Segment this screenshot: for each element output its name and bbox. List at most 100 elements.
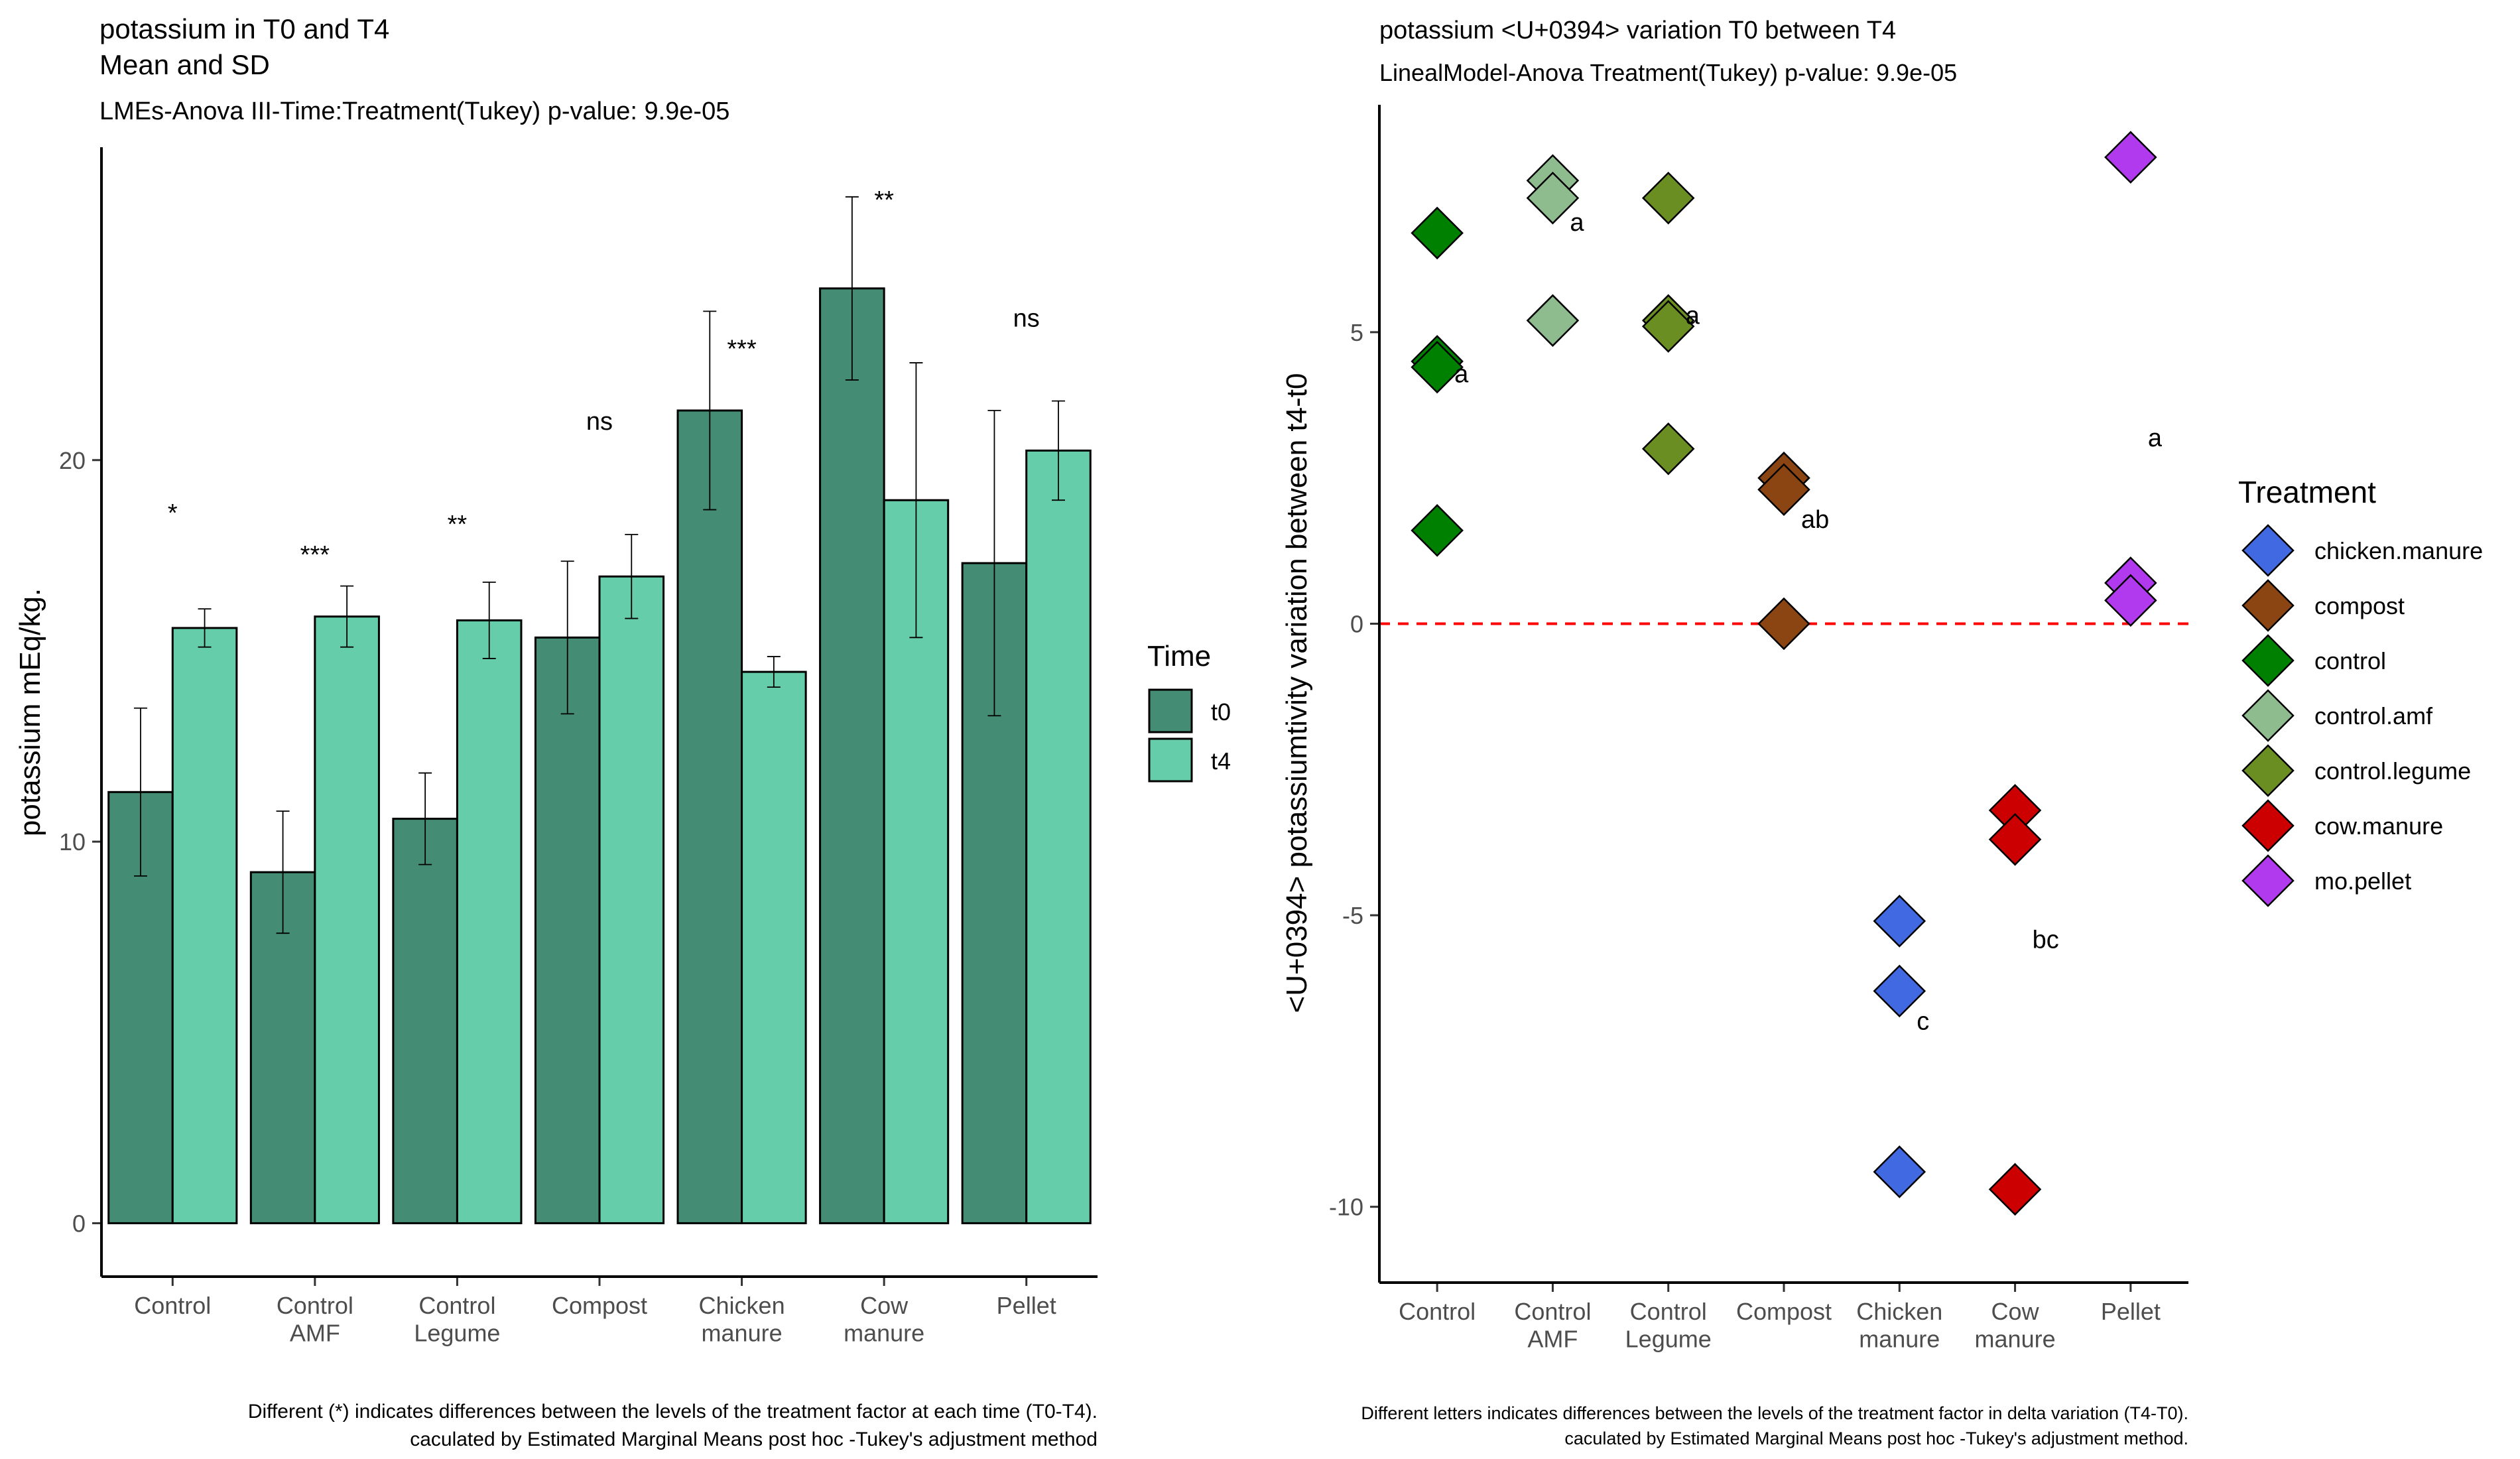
- bar-t0: [676, 409, 743, 1224]
- point-control: [1411, 504, 1464, 557]
- delta-y-tick-label: -5: [1342, 902, 1363, 929]
- delta-legend: Treatment chicken.manure compost control co…: [2238, 475, 2483, 907]
- delta-plot-area: -10 -5 0 5 Control Control AMF Control Legume Com…: [1329, 131, 2188, 1352]
- bar-y-tick-label: 10: [59, 828, 86, 856]
- bar-t0: [534, 636, 601, 1224]
- bar-caption-line1: Different (*) indicates differences betw…: [248, 1401, 1098, 1423]
- bar-t4: [171, 627, 238, 1224]
- point-cow.manure: [1988, 813, 2042, 866]
- tukey-letter: ab: [1801, 506, 1829, 534]
- bar-y-tick-label: 0: [72, 1210, 86, 1237]
- bar-t4: [314, 615, 380, 1224]
- point-control: [1411, 206, 1464, 260]
- delta-x-tick-label: Cow manure: [1975, 1298, 2056, 1352]
- legend-key-chicken.manure: [2241, 524, 2295, 577]
- bar-t4: [1025, 449, 1092, 1224]
- bar-t4: [456, 619, 523, 1224]
- significance-label: ns: [586, 408, 613, 436]
- significance-label: ***: [727, 335, 757, 363]
- delta-x-tick-label: Pellet: [2101, 1298, 2161, 1325]
- point-control.legume: [1641, 171, 1695, 225]
- legend-label-control.legume: control.legume: [2314, 757, 2471, 785]
- significance-label: ***: [300, 541, 330, 569]
- bar-legend: Time t0 t4: [1147, 640, 1231, 783]
- point-chicken.manure: [1873, 895, 1926, 948]
- delta-caption-line2: caculated by Estimated Marginal Means po…: [1564, 1428, 2188, 1448]
- bar-x-tick-label: Control: [134, 1292, 211, 1319]
- legend-label-cow.manure: cow.manure: [2314, 812, 2443, 840]
- significance-label: *: [168, 499, 178, 527]
- bar-x-tick-label: Cow manure: [844, 1292, 924, 1346]
- legend-key-mo.pellet: [2241, 854, 2295, 907]
- tukey-letter: a: [1454, 360, 1469, 388]
- tukey-letter: a: [1686, 302, 1700, 330]
- tukey-letter: a: [1570, 209, 1584, 237]
- significance-label: ns: [1013, 304, 1040, 332]
- bar-x-tick-label: Control AMF: [277, 1292, 353, 1346]
- point-compost: [1757, 463, 1810, 517]
- bar-legend-title: Time: [1147, 640, 1211, 672]
- bar-x-tick-label: Pellet: [997, 1292, 1056, 1319]
- tukey-letter: c: [1917, 1007, 1929, 1035]
- delta-x-tick-label: Control: [1399, 1298, 1476, 1325]
- legend-key-cow.manure: [2241, 799, 2295, 852]
- legend-key-control.legume: [2241, 744, 2295, 797]
- delta-y-axis-label: <U+0394> potassiumtivity variation betwe…: [1281, 373, 1313, 1013]
- delta-y-tick-label: 5: [1350, 319, 1363, 346]
- delta-caption-line1: Different letters indicates differences …: [1361, 1403, 2188, 1423]
- bar-t0: [392, 818, 458, 1224]
- tukey-letter: a: [2148, 424, 2163, 452]
- bar-t0: [819, 287, 885, 1224]
- delta-chart-panel: potassium <U+0394> variation T0 between …: [1281, 17, 2483, 1448]
- bar-caption-line2: caculated by Estimated Marginal Means po…: [410, 1428, 1098, 1450]
- bar-legend-key-t0: [1148, 688, 1193, 733]
- legend-label-compost: compost: [2314, 592, 2405, 619]
- point-control: [1411, 340, 1464, 394]
- bar-legend-label-t4: t4: [1211, 747, 1231, 775]
- tukey-letter: bc: [2033, 926, 2059, 954]
- point-cow.manure: [1988, 1163, 2042, 1216]
- delta-y-tick-label: -10: [1329, 1194, 1363, 1221]
- delta-x-tick-label: Chicken manure: [1856, 1298, 1942, 1352]
- point-control.amf: [1526, 171, 1580, 225]
- bar-legend-label-t0: t0: [1211, 698, 1231, 726]
- delta-legend-title: Treatment: [2238, 475, 2376, 509]
- delta-chart-title: potassium <U+0394> variation T0 between …: [1379, 17, 1896, 44]
- point-control.amf: [1526, 294, 1580, 348]
- legend-label-mo.pellet: mo.pellet: [2314, 867, 2411, 895]
- bar-y-axis-label: potassium mEq/kg.: [14, 588, 46, 836]
- point-control.legume: [1641, 422, 1695, 476]
- point-control.legume: [1641, 300, 1695, 353]
- bar-x-tick-label: Compost: [552, 1292, 647, 1319]
- bar-t4: [741, 670, 807, 1224]
- point-chicken.manure: [1873, 964, 1926, 1018]
- point-mo.pellet: [2104, 131, 2157, 184]
- legend-key-compost: [2241, 579, 2295, 632]
- delta-chart-subtitle: LinealModel-Anova Treatment(Tukey) p-val…: [1379, 59, 1957, 86]
- legend-key-control.amf: [2241, 689, 2295, 742]
- bar-chart-title-line2: Mean and SD: [99, 49, 270, 80]
- bar-y-tick-label: 20: [59, 447, 86, 474]
- bar-x-tick-label: Chicken manure: [699, 1292, 785, 1346]
- significance-label: **: [874, 186, 894, 214]
- bar-chart-title: potassium in T0 and T4: [99, 13, 389, 44]
- bar-chart-panel: potassium in T0 and T4 Mean and SD LMEs-…: [14, 13, 1231, 1450]
- bar-legend-key-t4: [1148, 737, 1193, 783]
- delta-x-tick-label: Compost: [1736, 1298, 1832, 1325]
- point-mo.pellet: [2104, 574, 2157, 627]
- delta-y-tick-label: 0: [1350, 610, 1363, 637]
- point-chicken.manure: [1873, 1145, 1926, 1198]
- delta-x-tick-label: Control AMF: [1514, 1298, 1591, 1352]
- legend-label-control: control: [2314, 647, 2386, 674]
- significance-label: **: [448, 511, 468, 539]
- legend-label-control.amf: control.amf: [2314, 702, 2433, 730]
- point-compost: [1757, 597, 1810, 651]
- delta-x-tick-label: Control Legume: [1625, 1298, 1712, 1352]
- legend-key-control: [2241, 634, 2295, 687]
- bar-chart-subtitle: LMEs-Anova III-Time:Treatment(Tukey) p-v…: [99, 97, 729, 125]
- bar-plot-area: 0 10 20 * Control *** Control AMF ** Control Legum…: [59, 186, 1092, 1346]
- bar-t4: [598, 575, 665, 1224]
- bar-x-tick-label: Control Legume: [414, 1292, 500, 1346]
- legend-label-chicken.manure: chicken.manure: [2314, 537, 2483, 564]
